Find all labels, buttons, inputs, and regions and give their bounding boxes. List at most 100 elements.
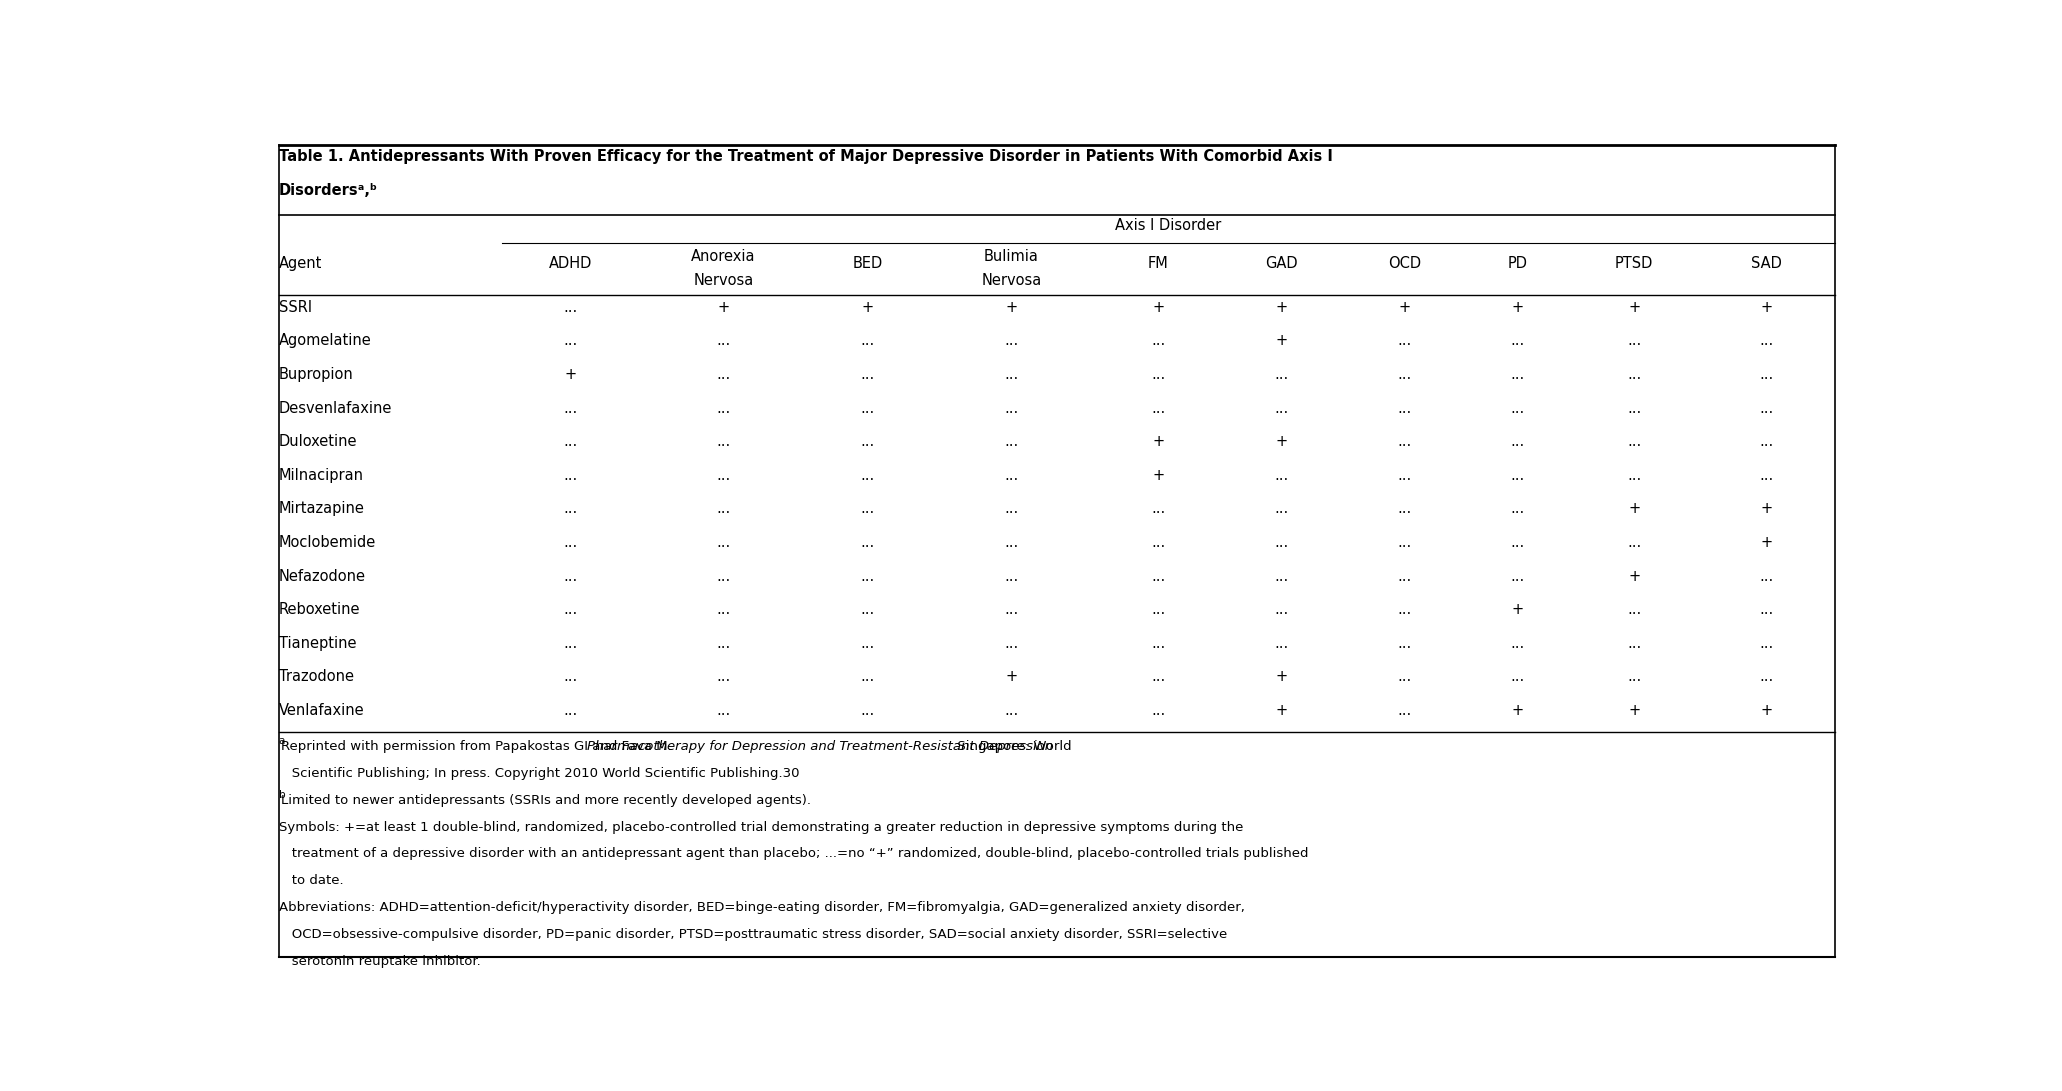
Text: ...: ...	[1511, 468, 1526, 483]
Text: ...: ...	[860, 502, 874, 516]
Text: ...: ...	[1511, 400, 1526, 416]
Text: BED: BED	[852, 255, 883, 271]
Text: +: +	[1511, 703, 1524, 718]
Text: Bulimia: Bulimia	[984, 250, 1039, 264]
Text: ...: ...	[716, 703, 730, 718]
Text: ...: ...	[1151, 334, 1165, 348]
Text: PTSD: PTSD	[1615, 255, 1654, 271]
Text: ...: ...	[1627, 670, 1641, 684]
Text: SAD: SAD	[1751, 255, 1782, 271]
Text: ...: ...	[1398, 434, 1410, 449]
Text: ...: ...	[563, 535, 577, 550]
Text: ...: ...	[860, 670, 874, 684]
Text: ...: ...	[860, 636, 874, 651]
Text: +: +	[1274, 670, 1287, 684]
Text: ...: ...	[1759, 334, 1773, 348]
Text: Scientific Publishing; In press. Copyright 2010 World Scientific Publishing.30: Scientific Publishing; In press. Copyrig…	[278, 767, 798, 780]
Text: . Singapore: World: . Singapore: World	[949, 740, 1072, 753]
Text: ...: ...	[563, 602, 577, 618]
Text: +: +	[1761, 535, 1773, 550]
Text: ...: ...	[1511, 535, 1526, 550]
Text: Duloxetine: Duloxetine	[278, 434, 357, 449]
Text: ...: ...	[1151, 367, 1165, 382]
Text: ...: ...	[860, 367, 874, 382]
Text: +: +	[1153, 434, 1165, 449]
Text: ...: ...	[563, 468, 577, 483]
Text: ...: ...	[1274, 367, 1289, 382]
Text: Limited to newer antidepressants (SSRIs and more recently developed agents).: Limited to newer antidepressants (SSRIs …	[280, 794, 810, 806]
Text: ...: ...	[1151, 703, 1165, 718]
Text: ...: ...	[1004, 468, 1019, 483]
Text: ...: ...	[1398, 636, 1410, 651]
Text: ...: ...	[563, 400, 577, 416]
Text: ...: ...	[563, 434, 577, 449]
Text: ...: ...	[563, 334, 577, 348]
Text: serotonin reuptake inhibitor.: serotonin reuptake inhibitor.	[278, 955, 480, 968]
Text: +: +	[1629, 703, 1641, 718]
Text: ...: ...	[1151, 568, 1165, 584]
Text: ...: ...	[1759, 568, 1773, 584]
Text: Bupropion: Bupropion	[278, 367, 353, 382]
Text: ...: ...	[1274, 535, 1289, 550]
Text: ...: ...	[860, 400, 874, 416]
Text: ...: ...	[1004, 400, 1019, 416]
Text: ...: ...	[1004, 334, 1019, 348]
Text: OCD=obsessive-compulsive disorder, PD=panic disorder, PTSD=posttraumatic stress : OCD=obsessive-compulsive disorder, PD=pa…	[278, 928, 1227, 942]
Text: ...: ...	[1151, 670, 1165, 684]
Text: ...: ...	[716, 367, 730, 382]
Text: ...: ...	[716, 602, 730, 618]
Text: ...: ...	[1004, 502, 1019, 516]
Text: ...: ...	[1759, 367, 1773, 382]
Text: +: +	[1761, 502, 1773, 516]
Text: ...: ...	[1511, 434, 1526, 449]
Text: ...: ...	[1274, 400, 1289, 416]
Text: Venlafaxine: Venlafaxine	[278, 703, 365, 718]
Text: treatment of a depressive disorder with an antidepressant agent than placebo; ..: treatment of a depressive disorder with …	[278, 848, 1307, 861]
Text: ...: ...	[860, 468, 874, 483]
Text: Milnacipran: Milnacipran	[278, 468, 363, 483]
Text: ...: ...	[1398, 602, 1410, 618]
Text: ...: ...	[1004, 535, 1019, 550]
Text: +: +	[1274, 703, 1287, 718]
Text: ...: ...	[1398, 670, 1410, 684]
Text: ...: ...	[1274, 636, 1289, 651]
Text: Desvenlafaxine: Desvenlafaxine	[278, 400, 392, 416]
Text: ...: ...	[1274, 502, 1289, 516]
Text: ...: ...	[563, 502, 577, 516]
Text: Tianeptine: Tianeptine	[278, 636, 357, 651]
Text: ...: ...	[860, 334, 874, 348]
Text: Agomelatine: Agomelatine	[278, 334, 371, 348]
Text: ...: ...	[1759, 602, 1773, 618]
Text: ...: ...	[563, 636, 577, 651]
Text: ...: ...	[1274, 468, 1289, 483]
Text: +: +	[1006, 670, 1017, 684]
Text: ...: ...	[1511, 502, 1526, 516]
Text: ...: ...	[860, 568, 874, 584]
Text: ...: ...	[1627, 535, 1641, 550]
Text: ...: ...	[1759, 670, 1773, 684]
Text: ...: ...	[1759, 468, 1773, 483]
Text: ...: ...	[1398, 334, 1410, 348]
Text: +: +	[1274, 300, 1287, 315]
Text: ...: ...	[1004, 703, 1019, 718]
Text: ...: ...	[860, 602, 874, 618]
Text: ...: ...	[1274, 568, 1289, 584]
Text: ...: ...	[716, 334, 730, 348]
Text: ...: ...	[716, 434, 730, 449]
Text: ...: ...	[860, 434, 874, 449]
Text: ...: ...	[1274, 602, 1289, 618]
Text: to date.: to date.	[278, 874, 342, 887]
Text: Table 1. Antidepressants With Proven Efficacy for the Treatment of Major Depress: Table 1. Antidepressants With Proven Eff…	[278, 149, 1332, 165]
Text: ...: ...	[716, 535, 730, 550]
Text: ...: ...	[1627, 468, 1641, 483]
Text: b: b	[278, 790, 285, 800]
Text: ...: ...	[716, 400, 730, 416]
Text: Disordersᵃ,ᵇ: Disordersᵃ,ᵇ	[278, 183, 377, 197]
Text: Moclobemide: Moclobemide	[278, 535, 375, 550]
Text: ...: ...	[1511, 367, 1526, 382]
Text: ...: ...	[1004, 636, 1019, 651]
Text: ...: ...	[716, 468, 730, 483]
Text: +: +	[1006, 300, 1017, 315]
Text: +: +	[1761, 703, 1773, 718]
Text: ...: ...	[1004, 602, 1019, 618]
